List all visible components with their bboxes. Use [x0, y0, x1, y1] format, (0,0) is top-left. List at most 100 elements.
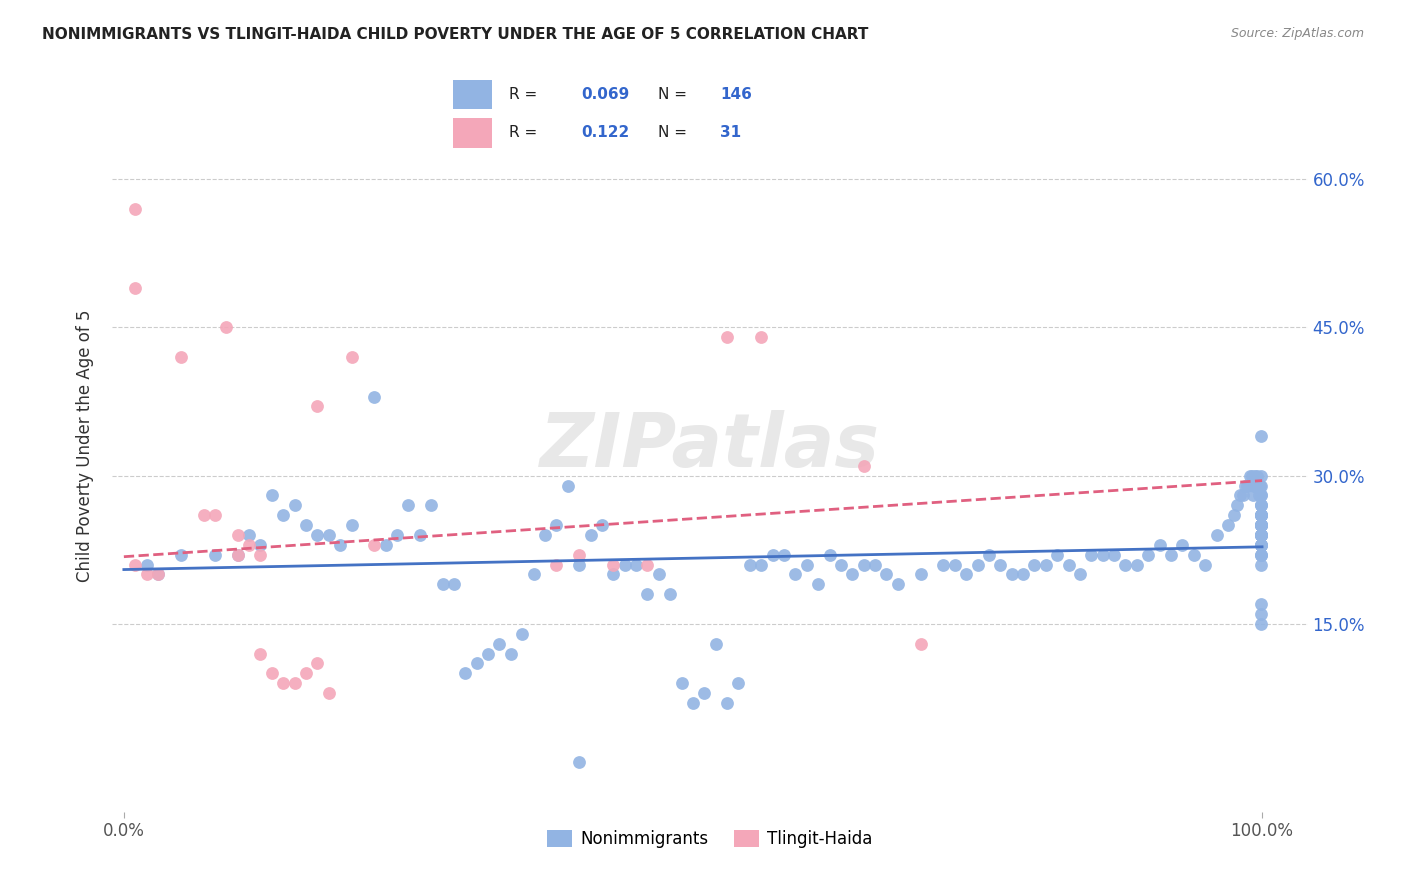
Point	[1250, 518, 1272, 533]
Point	[1205, 528, 1227, 542]
Point	[1250, 508, 1272, 523]
Point	[1250, 538, 1272, 552]
Point	[523, 567, 546, 582]
Point	[124, 281, 146, 295]
Point	[1243, 478, 1265, 492]
Point	[1250, 538, 1272, 552]
Point	[374, 538, 396, 552]
Point	[682, 696, 704, 710]
Point	[1160, 548, 1182, 562]
Point	[318, 528, 340, 542]
Point	[363, 538, 385, 552]
Point	[1250, 548, 1272, 562]
Point	[785, 567, 807, 582]
Point	[818, 548, 841, 562]
Point	[910, 637, 932, 651]
Text: ZIPatlas: ZIPatlas	[540, 409, 880, 483]
Point	[465, 657, 488, 671]
Point	[226, 548, 249, 562]
Point	[1046, 548, 1069, 562]
Point	[1080, 548, 1102, 562]
Point	[454, 666, 477, 681]
Point	[170, 350, 193, 364]
Point	[910, 567, 932, 582]
Point	[534, 528, 557, 542]
Point	[443, 577, 465, 591]
Point	[749, 330, 772, 344]
Point	[1239, 468, 1261, 483]
Point	[830, 558, 852, 572]
Point	[659, 587, 682, 601]
Point	[226, 548, 249, 562]
Point	[1250, 597, 1272, 611]
Point	[1149, 538, 1171, 552]
Point	[135, 558, 157, 572]
Point	[1035, 558, 1057, 572]
Point	[1001, 567, 1024, 582]
Point	[1012, 567, 1035, 582]
Point	[1216, 518, 1239, 533]
Point	[146, 567, 169, 582]
Point	[1232, 488, 1254, 502]
Point	[1250, 518, 1272, 533]
Point	[1126, 558, 1149, 572]
Point	[863, 558, 886, 572]
Point	[693, 686, 716, 700]
Point	[1250, 498, 1272, 512]
Point	[875, 567, 897, 582]
Text: N =: N =	[658, 125, 692, 140]
Point	[887, 577, 910, 591]
Point	[249, 647, 271, 661]
Point	[568, 548, 591, 562]
Point	[284, 498, 307, 512]
Bar	[453, 118, 492, 147]
Point	[1250, 528, 1272, 542]
Point	[807, 577, 830, 591]
Point	[146, 567, 169, 582]
Point	[1171, 538, 1194, 552]
Point	[932, 558, 955, 572]
Point	[1233, 478, 1256, 492]
Point	[124, 558, 146, 572]
Point	[1250, 616, 1272, 631]
Point	[1250, 508, 1272, 523]
Point	[329, 538, 352, 552]
Point	[1250, 548, 1272, 562]
Point	[488, 637, 510, 651]
Point	[1250, 498, 1272, 512]
Point	[499, 647, 522, 661]
Text: R =: R =	[509, 87, 543, 103]
Point	[1250, 528, 1272, 542]
Point	[260, 666, 283, 681]
Point	[193, 508, 215, 523]
Point	[716, 330, 738, 344]
Point	[204, 548, 226, 562]
Point	[340, 350, 363, 364]
Point	[852, 558, 875, 572]
Point	[624, 558, 647, 572]
Point	[1249, 478, 1271, 492]
Point	[1194, 558, 1216, 572]
Point	[249, 548, 271, 562]
Point	[1250, 518, 1272, 533]
Point	[1250, 518, 1272, 533]
Point	[1024, 558, 1046, 572]
Point	[124, 202, 146, 216]
Point	[1057, 558, 1080, 572]
Bar	[453, 80, 492, 110]
Point	[1246, 468, 1268, 483]
Point	[1250, 518, 1272, 533]
Point	[648, 567, 671, 582]
Point	[602, 558, 624, 572]
Point	[1250, 508, 1272, 523]
Text: NONIMMIGRANTS VS TLINGIT-HAIDA CHILD POVERTY UNDER THE AGE OF 5 CORRELATION CHAR: NONIMMIGRANTS VS TLINGIT-HAIDA CHILD POV…	[42, 27, 869, 42]
Point	[1250, 538, 1272, 552]
Point	[1244, 468, 1267, 483]
Text: 31: 31	[720, 125, 741, 140]
Point	[1250, 488, 1272, 502]
Point	[396, 498, 419, 512]
Point	[238, 538, 260, 552]
Point	[1114, 558, 1136, 572]
Point	[409, 528, 432, 542]
Point	[1250, 558, 1272, 572]
